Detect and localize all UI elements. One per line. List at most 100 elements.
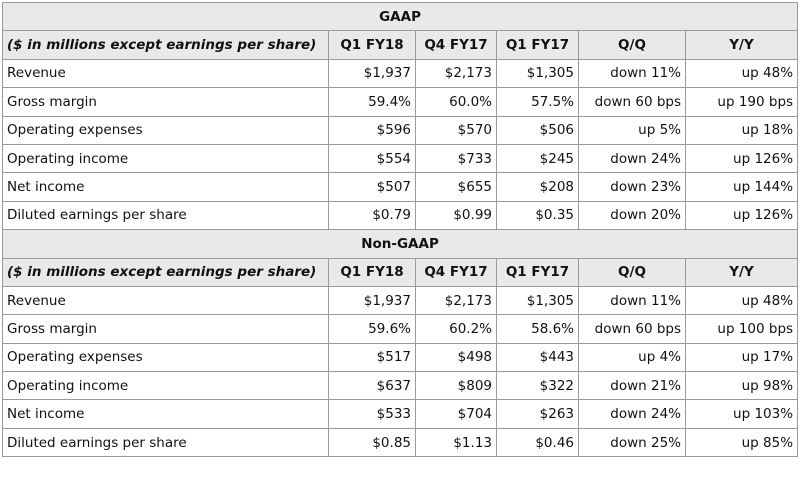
column-header: Q4 FY17	[415, 257, 497, 287]
row-label: Operating income	[2, 371, 329, 401]
row-label: Revenue	[2, 285, 329, 316]
table-row: Revenue $1,937 $2,173 $1,305 down 11% up 48%	[2, 58, 799, 89]
table-cell: up 48%	[684, 285, 799, 316]
table-cell: $704	[415, 399, 497, 429]
table-cell: up 17%	[684, 342, 799, 373]
table-row: Operating expenses $517 $498 $443 up 4% up 17…	[2, 342, 799, 373]
section-title-row: Non-GAAP	[1, 229, 799, 259]
table-cell: $2,173	[415, 58, 497, 89]
table-cell: up 126%	[684, 200, 799, 231]
table-cell: $0.35	[496, 200, 579, 231]
table-cell: $1,305	[496, 285, 579, 316]
table-cell: $443	[496, 342, 579, 373]
table-row: Diluted earnings per share $0.79 $0.99 $0.3…	[2, 200, 799, 231]
table-cell: up 48%	[684, 58, 799, 89]
section-title: GAAP	[1, 1, 799, 32]
table-cell: $1,937	[328, 285, 416, 316]
table-cell: $655	[415, 172, 497, 202]
table-cell: $498	[415, 342, 497, 373]
row-label: Gross margin	[2, 87, 329, 117]
table-cell: $596	[328, 115, 416, 145]
column-header-row: ($ in millions except earnings per share…	[2, 257, 799, 287]
table-cell: $637	[328, 371, 416, 401]
table-body: GAAP ($ in millions except earnings per s…	[1, 1, 799, 458]
column-header: Q4 FY17	[415, 30, 497, 60]
table-cell: $1.13	[415, 427, 497, 458]
table-row: Operating income $554 $733 $245 down 24% up 1…	[2, 143, 799, 174]
column-header: Q1 FY18	[328, 257, 416, 287]
units-description: ($ in millions except earnings per share…	[2, 257, 329, 287]
table-cell: up 103%	[684, 399, 799, 429]
table-cell: up 98%	[684, 371, 799, 401]
table-cell: up 100 bps	[684, 314, 799, 344]
table-cell: down 24%	[578, 143, 686, 174]
table-cell: $0.46	[496, 427, 579, 458]
section-title-row: GAAP	[1, 1, 799, 32]
table-cell: $1,305	[496, 58, 579, 89]
table-cell: up 18%	[684, 115, 799, 145]
table-cell: $507	[328, 172, 416, 202]
table-cell: up 190 bps	[684, 87, 799, 117]
column-header: Y/Y	[684, 257, 799, 287]
row-label: Diluted earnings per share	[2, 427, 329, 458]
table-cell: $517	[328, 342, 416, 373]
table-cell: down 20%	[578, 200, 686, 231]
row-label: Operating income	[2, 143, 329, 174]
row-label: Gross margin	[2, 314, 329, 344]
column-header-row: ($ in millions except earnings per share…	[2, 30, 799, 60]
table-cell: up 85%	[684, 427, 799, 458]
row-label: Net income	[2, 399, 329, 429]
table-cell: $0.99	[415, 200, 497, 231]
column-header: Q/Q	[578, 257, 686, 287]
table-cell: $570	[415, 115, 497, 145]
table-cell: 59.6%	[328, 314, 416, 344]
table-cell: $506	[496, 115, 579, 145]
table-cell: down 25%	[578, 427, 686, 458]
table-cell: 58.6%	[496, 314, 579, 344]
table-cell: up 4%	[578, 342, 686, 373]
column-header: Y/Y	[684, 30, 799, 60]
table-cell: 59.4%	[328, 87, 416, 117]
table-cell: $0.79	[328, 200, 416, 231]
row-label: Net income	[2, 172, 329, 202]
table-row: Gross margin 59.4% 60.0% 57.5% down 60 bps up…	[2, 87, 799, 117]
table-cell: $1,937	[328, 58, 416, 89]
table-cell: $733	[415, 143, 497, 174]
table-cell: down 21%	[578, 371, 686, 401]
table-cell: down 24%	[578, 399, 686, 429]
financial-summary: GAAP ($ in millions except earnings per s…	[1, 1, 799, 458]
units-description: ($ in millions except earnings per share…	[2, 30, 329, 60]
table-cell: down 11%	[578, 58, 686, 89]
section-title: Non-GAAP	[1, 229, 799, 259]
column-header: Q/Q	[578, 30, 686, 60]
table-cell: down 11%	[578, 285, 686, 316]
table-cell: $208	[496, 172, 579, 202]
table-cell: $322	[496, 371, 579, 401]
table-cell: $533	[328, 399, 416, 429]
table-row: Net income $533 $704 $263 down 24% up 103%	[2, 399, 799, 429]
table-cell: 57.5%	[496, 87, 579, 117]
column-header: Q1 FY17	[496, 30, 579, 60]
table-cell: $0.85	[328, 427, 416, 458]
table-row: Net income $507 $655 $208 down 23% up 144%	[2, 172, 799, 202]
table-cell: $263	[496, 399, 579, 429]
column-header: Q1 FY18	[328, 30, 416, 60]
table-row: Operating income $637 $809 $322 down 21% up 9…	[2, 371, 799, 401]
table-cell: down 23%	[578, 172, 686, 202]
row-label: Operating expenses	[2, 115, 329, 145]
row-label: Operating expenses	[2, 342, 329, 373]
financial-table: GAAP ($ in millions except earnings per s…	[1, 1, 799, 458]
row-label: Diluted earnings per share	[2, 200, 329, 231]
table-row: Gross margin 59.6% 60.2% 58.6% down 60 bps up…	[2, 314, 799, 344]
table-cell: $245	[496, 143, 579, 174]
table-cell: $809	[415, 371, 497, 401]
table-cell: up 5%	[578, 115, 686, 145]
table-cell: up 126%	[684, 143, 799, 174]
table-cell: $2,173	[415, 285, 497, 316]
table-row: Revenue $1,937 $2,173 $1,305 down 11% up 48%	[2, 285, 799, 316]
table-row: Diluted earnings per share $0.85 $1.13 $0.4…	[2, 427, 799, 458]
row-label: Revenue	[2, 58, 329, 89]
table-cell: down 60 bps	[578, 314, 686, 344]
table-row: Operating expenses $596 $570 $506 up 5% up 18…	[2, 115, 799, 145]
table-cell: 60.2%	[415, 314, 497, 344]
